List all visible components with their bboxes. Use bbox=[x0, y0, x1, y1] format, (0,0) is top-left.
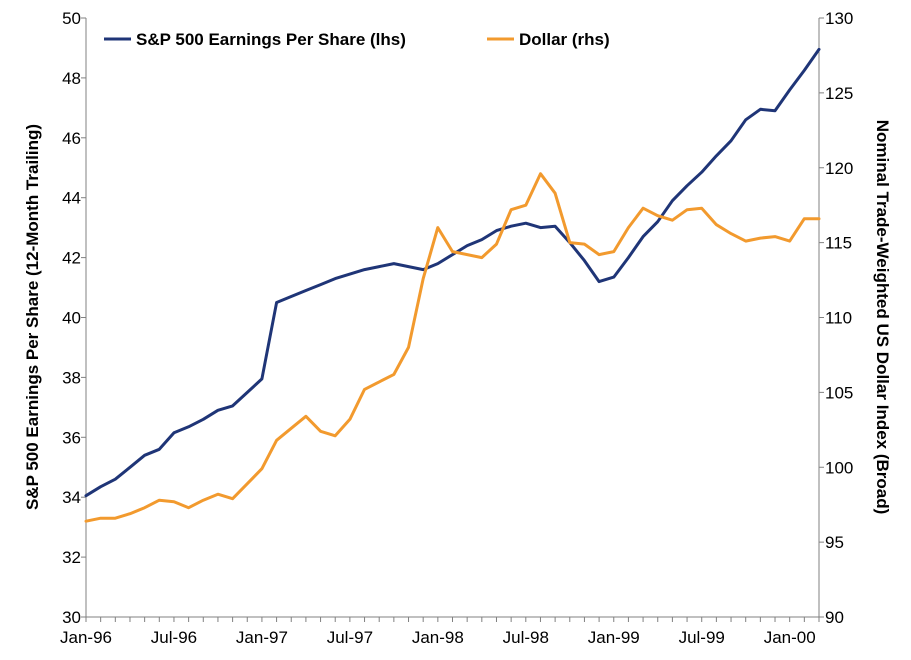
legend: S&P 500 Earnings Per Share (lhs) Dollar … bbox=[104, 30, 610, 49]
right-tick-label: 115 bbox=[825, 234, 852, 253]
right-tick-label: 105 bbox=[825, 383, 853, 402]
x-tick-label: Jul-96 bbox=[151, 628, 197, 647]
x-tick-label: Jul-99 bbox=[679, 628, 725, 647]
x-tick-label: Jan-97 bbox=[236, 628, 288, 647]
left-tick-label: 30 bbox=[62, 608, 81, 627]
x-tick-label: Jul-98 bbox=[503, 628, 549, 647]
right-tick-label: 120 bbox=[825, 159, 853, 178]
legend-label-dollar: Dollar (rhs) bbox=[519, 30, 610, 49]
right-tick-label: 95 bbox=[825, 533, 844, 552]
left-tick-label: 38 bbox=[62, 368, 81, 387]
right-tick-label: 90 bbox=[825, 608, 844, 627]
x-tick-label: Jul-97 bbox=[327, 628, 373, 647]
right-tick-label: 100 bbox=[825, 458, 853, 477]
left-tick-label: 42 bbox=[62, 249, 81, 268]
right-tick-label: 110 bbox=[825, 309, 852, 328]
left-tick-label: 46 bbox=[62, 129, 81, 148]
left-tick-label: 34 bbox=[62, 488, 81, 507]
left-tick-label: 44 bbox=[62, 189, 81, 208]
x-tick-label: Jan-96 bbox=[60, 628, 112, 647]
right-tick-label: 125 bbox=[825, 84, 853, 103]
dollar-series-line bbox=[84, 172, 821, 523]
eps-series-line bbox=[84, 47, 821, 498]
legend-label-eps: S&P 500 Earnings Per Share (lhs) bbox=[136, 30, 406, 49]
left-tick-label: 48 bbox=[62, 69, 81, 88]
series-lines bbox=[84, 47, 821, 523]
left-axis-title: S&P 500 Earnings Per Share (12-Month Tra… bbox=[23, 124, 42, 510]
x-tick-label: Jan-00 bbox=[764, 628, 816, 647]
left-tick-label: 36 bbox=[62, 428, 81, 447]
left-tick-label: 50 bbox=[62, 9, 81, 28]
x-ticks: Jan-96 Jul-96 Jan-97 Jul-97 Jan-98 Jul-98 Jan-… bbox=[60, 617, 820, 647]
right-axis-title: Nominal Trade-Weighted US Dollar Index (… bbox=[873, 120, 892, 515]
right-y-ticks: 90 95 100 105 110 115 120 125 130 bbox=[819, 9, 853, 627]
x-tick-label: Jan-99 bbox=[588, 628, 640, 647]
x-tick-label: Jan-98 bbox=[412, 628, 464, 647]
left-tick-label: 40 bbox=[62, 309, 81, 328]
left-tick-label: 32 bbox=[62, 548, 81, 567]
axes bbox=[85, 18, 820, 618]
right-tick-label: 130 bbox=[825, 9, 853, 28]
left-y-ticks: 30 32 34 36 38 40 42 44 46 48 50 bbox=[62, 9, 86, 627]
